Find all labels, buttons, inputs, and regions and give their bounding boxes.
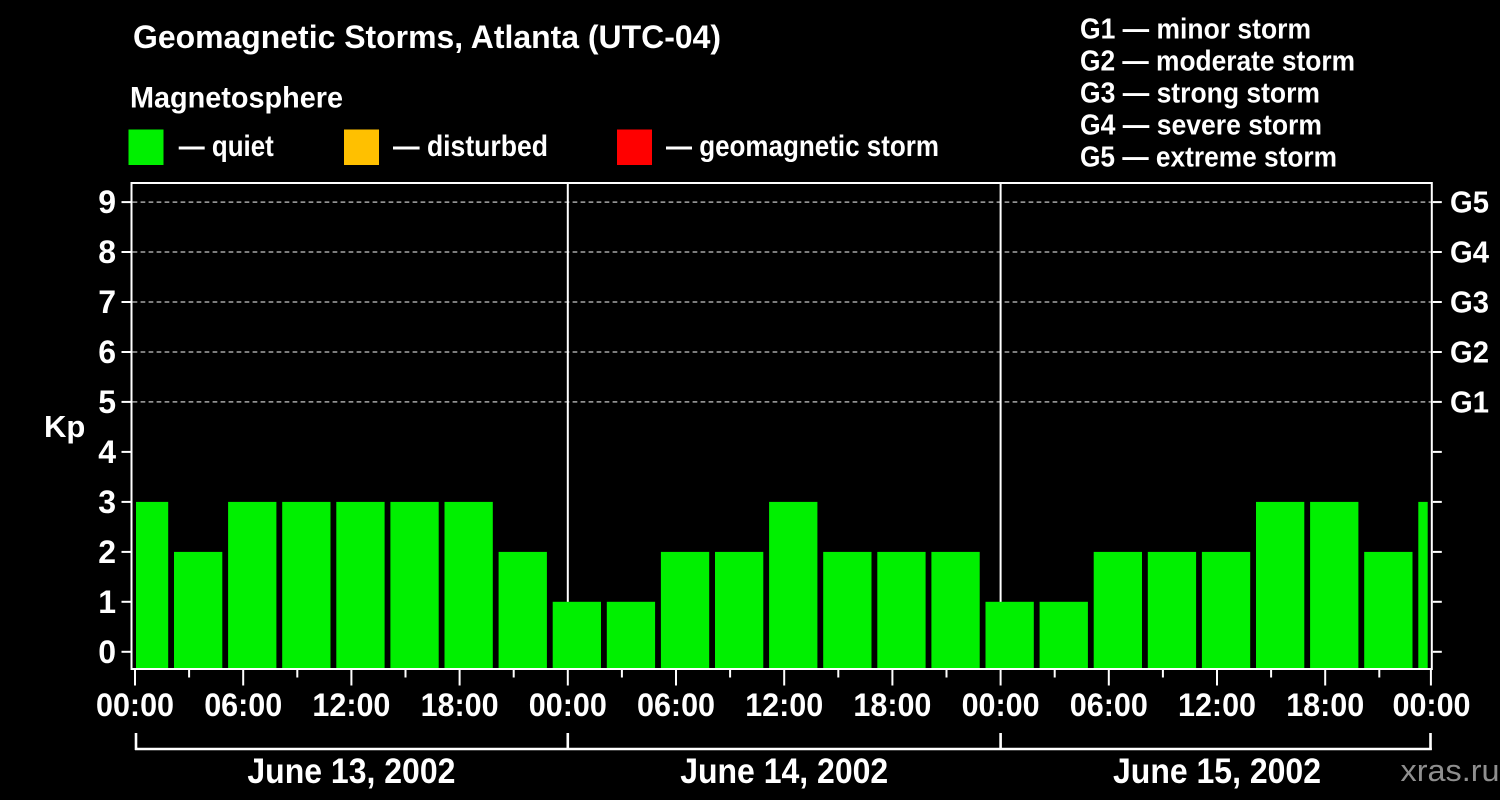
svg-text:06:00: 06:00 [1070, 687, 1148, 723]
svg-text:9: 9 [98, 184, 116, 220]
svg-text:June 14, 2002: June 14, 2002 [680, 752, 888, 791]
svg-text:G5 — extreme storm: G5 — extreme storm [1080, 142, 1337, 174]
svg-text:— quiet: — quiet [179, 130, 274, 163]
svg-text:G4 — severe storm: G4 — severe storm [1080, 110, 1322, 142]
svg-text:7: 7 [98, 284, 116, 320]
svg-text:00:00: 00:00 [529, 687, 607, 723]
svg-text:5: 5 [98, 384, 116, 420]
svg-text:Magnetosphere: Magnetosphere [130, 82, 343, 115]
svg-text:G4: G4 [1450, 235, 1490, 270]
svg-text:June 13, 2002: June 13, 2002 [247, 752, 455, 791]
svg-text:June 15, 2002: June 15, 2002 [1113, 752, 1321, 791]
svg-text:06:00: 06:00 [637, 687, 715, 723]
svg-text:1: 1 [98, 584, 116, 620]
svg-text:00:00: 00:00 [962, 687, 1040, 723]
svg-text:18:00: 18:00 [1286, 687, 1364, 723]
svg-text:G2: G2 [1450, 334, 1489, 369]
svg-text:2: 2 [98, 534, 116, 570]
svg-text:12:00: 12:00 [1178, 687, 1256, 723]
svg-text:12:00: 12:00 [745, 687, 823, 723]
svg-text:12:00: 12:00 [312, 687, 390, 723]
svg-text:— geomagnetic storm: — geomagnetic storm [666, 130, 939, 163]
svg-text:Kp: Kp [44, 409, 85, 444]
svg-text:G1: G1 [1450, 384, 1489, 419]
svg-text:G3 — strong storm: G3 — strong storm [1080, 78, 1320, 110]
svg-text:G1 — minor storm: G1 — minor storm [1080, 14, 1311, 46]
svg-text:18:00: 18:00 [853, 687, 931, 723]
svg-text:Geomagnetic Storms, Atlanta (U: Geomagnetic Storms, Atlanta (UTC-04) [133, 19, 721, 55]
svg-text:G3: G3 [1450, 285, 1489, 320]
svg-text:06:00: 06:00 [204, 687, 282, 723]
svg-text:xras.ru: xras.ru [1401, 753, 1500, 788]
svg-text:00:00: 00:00 [1393, 687, 1471, 723]
svg-text:0: 0 [98, 634, 116, 670]
svg-text:4: 4 [98, 434, 116, 470]
svg-text:— disturbed: — disturbed [393, 130, 548, 163]
svg-text:G2 — moderate storm: G2 — moderate storm [1080, 46, 1355, 78]
svg-text:6: 6 [98, 334, 116, 370]
svg-text:3: 3 [98, 484, 116, 520]
svg-text:8: 8 [98, 234, 116, 270]
svg-text:18:00: 18:00 [421, 687, 499, 723]
svg-text:G5: G5 [1450, 185, 1489, 220]
svg-text:00:00: 00:00 [96, 687, 174, 723]
